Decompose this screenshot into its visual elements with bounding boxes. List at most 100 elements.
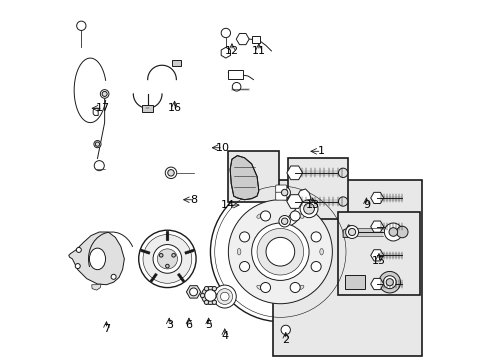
Text: 17: 17 [96,103,110,113]
Circle shape [189,288,197,296]
Circle shape [153,244,182,273]
Circle shape [388,228,397,236]
Text: 14: 14 [221,200,235,210]
Circle shape [210,182,349,321]
Circle shape [260,211,270,221]
Text: 15: 15 [371,256,385,266]
Polygon shape [92,284,101,290]
Circle shape [396,226,407,238]
Circle shape [201,287,219,305]
Bar [287,158,348,220]
Text: 6: 6 [185,320,192,330]
Bar [344,275,364,289]
Circle shape [278,187,290,198]
Bar [337,212,419,295]
Circle shape [165,264,169,268]
Polygon shape [93,108,98,116]
Text: 13: 13 [305,200,319,210]
Circle shape [289,283,300,293]
Circle shape [212,287,216,291]
Text: 16: 16 [167,103,181,113]
Circle shape [348,228,355,235]
Circle shape [200,293,204,298]
Text: 11: 11 [251,46,265,56]
Polygon shape [276,230,303,266]
Text: 4: 4 [221,331,228,341]
Circle shape [338,197,347,206]
FancyBboxPatch shape [275,192,286,200]
Circle shape [100,90,109,98]
Circle shape [383,276,395,289]
Text: 1: 1 [318,146,325,156]
Polygon shape [343,225,351,237]
Circle shape [345,226,358,238]
Bar [228,69,242,78]
Circle shape [281,189,287,196]
Circle shape [232,82,241,91]
Circle shape [281,218,287,225]
Circle shape [251,223,308,280]
Ellipse shape [298,214,304,218]
Bar [172,59,181,66]
Circle shape [378,271,400,293]
Text: 2: 2 [282,334,289,345]
Circle shape [204,287,208,291]
Circle shape [142,234,191,283]
Circle shape [95,142,100,146]
Circle shape [386,279,392,286]
Circle shape [102,91,107,96]
Circle shape [281,325,290,334]
Ellipse shape [89,248,105,270]
Circle shape [239,261,249,271]
Circle shape [221,28,230,38]
Ellipse shape [319,248,323,255]
Circle shape [265,237,294,266]
Bar [228,151,278,202]
Circle shape [165,167,176,179]
Text: 8: 8 [190,195,198,205]
Circle shape [338,168,347,177]
Circle shape [204,290,216,301]
Circle shape [239,232,249,242]
Circle shape [217,289,232,305]
Text: 12: 12 [224,46,239,56]
Circle shape [303,203,314,214]
Circle shape [94,161,104,171]
Circle shape [216,293,220,298]
Text: 7: 7 [102,324,110,334]
Circle shape [171,253,175,257]
Circle shape [300,200,317,218]
Circle shape [111,274,116,279]
Circle shape [77,21,86,31]
Text: 10: 10 [216,143,229,153]
Circle shape [212,300,216,305]
Polygon shape [285,189,310,226]
Text: 3: 3 [165,320,172,330]
Circle shape [139,230,196,288]
Circle shape [260,283,270,293]
Ellipse shape [298,285,304,290]
Circle shape [289,211,300,221]
Bar [273,180,421,356]
Circle shape [159,253,163,257]
Circle shape [167,170,174,176]
Circle shape [213,285,236,308]
Circle shape [257,228,303,275]
Ellipse shape [256,285,262,290]
Circle shape [204,300,208,305]
Circle shape [76,247,81,252]
Circle shape [157,249,177,269]
Circle shape [228,200,332,304]
Circle shape [384,223,402,241]
Ellipse shape [256,214,262,218]
Circle shape [310,232,321,242]
Polygon shape [230,156,258,200]
Circle shape [310,261,321,271]
Text: 9: 9 [362,200,369,210]
Circle shape [220,292,228,301]
Bar [251,36,259,43]
FancyBboxPatch shape [275,185,286,193]
Circle shape [94,140,101,148]
Bar [142,105,153,112]
Text: 5: 5 [205,320,212,330]
